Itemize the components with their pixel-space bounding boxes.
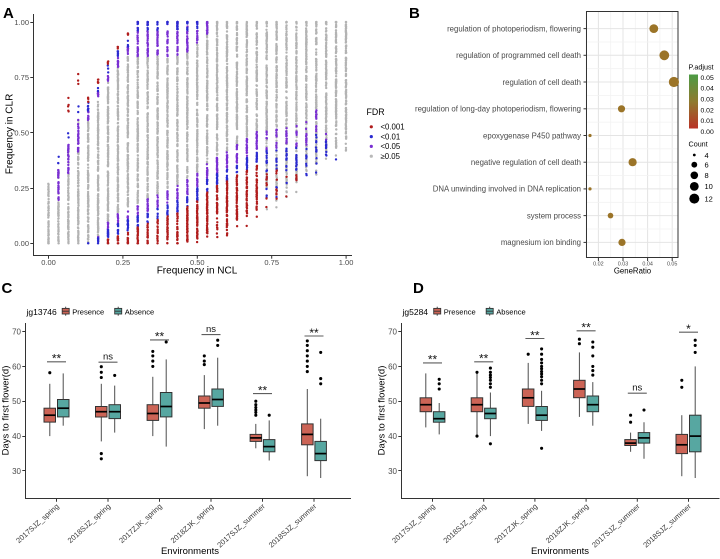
svg-text:70: 70: [388, 327, 397, 336]
svg-text:≥0.05: ≥0.05: [381, 152, 401, 161]
svg-text:*: *: [686, 322, 691, 336]
svg-text:10: 10: [705, 182, 713, 191]
svg-text:GeneRatio: GeneRatio: [614, 267, 652, 276]
svg-text:Count: Count: [689, 140, 708, 149]
svg-text:0.50: 0.50: [14, 129, 29, 138]
svg-text:Absence: Absence: [496, 308, 526, 317]
svg-text:Frequency in NCL: Frequency in NCL: [157, 266, 238, 277]
svg-text:Days to first flower(d): Days to first flower(d): [377, 366, 388, 456]
svg-text:12: 12: [705, 194, 713, 203]
svg-text:<0.01: <0.01: [381, 132, 401, 141]
svg-text:60: 60: [388, 362, 397, 371]
svg-text:Environments: Environments: [161, 546, 219, 557]
svg-text:30: 30: [12, 467, 21, 476]
svg-text:0.00: 0.00: [41, 258, 56, 267]
svg-text:70: 70: [12, 327, 21, 336]
svg-text:0.05: 0.05: [701, 75, 714, 82]
svg-text:DNA unwinding involved in DNA: DNA unwinding involved in DNA replicatio…: [433, 185, 581, 194]
svg-text:negative regulation of cell de: negative regulation of cell death: [471, 158, 581, 167]
svg-text:jg13746: jg13746: [26, 307, 58, 317]
svg-text:ns: ns: [103, 352, 113, 363]
svg-text:0.04: 0.04: [642, 262, 653, 268]
svg-text:50: 50: [388, 397, 397, 406]
svg-text:40: 40: [388, 432, 397, 441]
svg-text:**: **: [428, 353, 438, 367]
svg-text:**: **: [479, 352, 489, 366]
svg-text:ns: ns: [206, 324, 216, 335]
svg-text:**: **: [52, 352, 62, 366]
svg-text:30: 30: [388, 467, 397, 476]
svg-text:1.00: 1.00: [14, 18, 29, 27]
svg-text:0.03: 0.03: [701, 97, 714, 104]
svg-text:0.75: 0.75: [264, 258, 279, 267]
svg-text:**: **: [530, 328, 540, 342]
svg-text:**: **: [155, 330, 165, 344]
svg-text:regulation of long-day photope: regulation of long-day photoperiodism, f…: [415, 105, 581, 114]
svg-text:0.00: 0.00: [14, 239, 29, 248]
svg-text:Environments: Environments: [531, 546, 589, 557]
svg-text:0.05: 0.05: [667, 262, 678, 268]
svg-text:Frequency in CLR: Frequency in CLR: [5, 94, 16, 175]
svg-text:regulation of cell death: regulation of cell death: [503, 78, 581, 87]
svg-text:40: 40: [12, 432, 21, 441]
svg-text:0.25: 0.25: [116, 258, 131, 267]
svg-text:B: B: [409, 5, 420, 22]
svg-text:Presence: Presence: [72, 308, 104, 317]
svg-text:<0.05: <0.05: [381, 142, 401, 151]
svg-text:P.adjust: P.adjust: [689, 63, 714, 72]
svg-text:**: **: [309, 326, 319, 340]
svg-text:0.00: 0.00: [701, 129, 714, 136]
svg-text:Absence: Absence: [125, 308, 155, 317]
svg-text:6: 6: [705, 161, 709, 170]
svg-text:Days to first flower(d): Days to first flower(d): [1, 366, 12, 456]
svg-text:0.25: 0.25: [14, 184, 29, 193]
svg-text:50: 50: [12, 397, 21, 406]
svg-text:0.03: 0.03: [618, 262, 629, 268]
svg-text:60: 60: [12, 362, 21, 371]
svg-text:epoxygenase P450 pathway: epoxygenase P450 pathway: [483, 131, 581, 140]
svg-text:0.50: 0.50: [190, 258, 205, 267]
svg-text:jg5284: jg5284: [402, 307, 429, 317]
svg-text:ns: ns: [632, 383, 642, 394]
svg-text:4: 4: [705, 151, 709, 160]
svg-text:FDR: FDR: [367, 107, 385, 117]
svg-text:regulation of programmed cell: regulation of programmed cell death: [456, 51, 581, 60]
svg-text:<0.001: <0.001: [381, 123, 405, 132]
svg-text:0.02: 0.02: [593, 262, 604, 268]
svg-text:0.02: 0.02: [701, 107, 714, 114]
svg-text:0.04: 0.04: [701, 86, 714, 93]
svg-text:**: **: [258, 383, 268, 397]
svg-text:C: C: [2, 280, 13, 297]
svg-text:magnesium ion binding: magnesium ion binding: [501, 238, 581, 247]
svg-text:**: **: [581, 321, 591, 335]
svg-text:system process: system process: [527, 211, 581, 220]
svg-text:Presence: Presence: [444, 308, 476, 317]
svg-text:regulation of photoperiodism,: regulation of photoperiodism, flowering: [447, 24, 581, 33]
svg-text:D: D: [413, 280, 424, 297]
svg-text:0.75: 0.75: [14, 73, 29, 82]
svg-text:A: A: [3, 5, 14, 22]
svg-text:0.01: 0.01: [701, 118, 714, 125]
svg-text:8: 8: [705, 171, 709, 180]
svg-text:1.00: 1.00: [339, 258, 354, 267]
